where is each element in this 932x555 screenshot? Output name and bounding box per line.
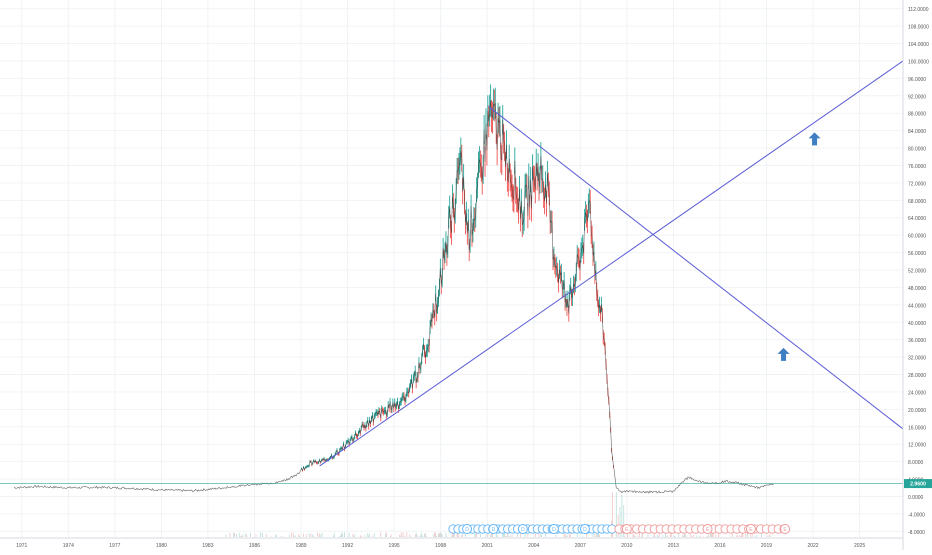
y-tick-label: 32.0000: [908, 356, 926, 362]
event-marker[interactable]: [548, 524, 559, 534]
y-tick-label: 72.0000: [908, 181, 926, 187]
y-tick-label: 0.0000: [908, 495, 924, 501]
event-marker-label: D: [465, 527, 469, 533]
x-tick-label: 2022: [807, 543, 818, 549]
up-arrow-icon[interactable]: [808, 132, 821, 146]
y-tick-label: 100.0000: [908, 59, 929, 65]
y-tick-label: 64.0000: [908, 216, 926, 222]
event-marker-label: E: [706, 527, 710, 533]
y-tick-label: 52.0000: [908, 269, 926, 275]
event-marker[interactable]: [780, 524, 791, 534]
y-tick-label: 108.0000: [908, 25, 929, 31]
price-layer: [0, 84, 903, 494]
event-marker-label: E: [783, 527, 787, 533]
event-marker[interactable]: [745, 524, 756, 534]
x-tick-label: 2013: [668, 543, 679, 549]
y-tick-label: 12.0000: [908, 443, 926, 449]
x-tick-label: 1998: [435, 543, 446, 549]
y-tick-label: 44.0000: [908, 303, 926, 309]
y-tick-label: 36.0000: [908, 338, 926, 344]
y-tick-label: 68.0000: [908, 199, 926, 205]
event-marker-label: D: [583, 527, 587, 533]
x-tick-label: 1992: [342, 543, 353, 549]
x-tick-label: 2010: [621, 543, 632, 549]
event-marker-label: D: [552, 527, 556, 533]
event-marker[interactable]: [462, 524, 473, 534]
current-price-badge: [904, 479, 932, 489]
trendline[interactable]: [488, 106, 904, 430]
x-tick-label: 2025: [854, 543, 865, 549]
x-tick-label: 1980: [156, 543, 167, 549]
y-tick-label: -4.0000: [908, 512, 925, 518]
x-tick-label: 1983: [202, 543, 213, 549]
y-tick-label: 104.0000: [908, 42, 929, 48]
grid-layer: [0, 0, 903, 538]
y-tick-label: 60.0000: [908, 234, 926, 240]
x-tick-label: 1989: [295, 543, 306, 549]
y-tick-label: 76.0000: [908, 164, 926, 170]
trend-layer[interactable]: [319, 60, 904, 467]
y-tick-label: 40.0000: [908, 321, 926, 327]
up-arrow-icon[interactable]: [777, 347, 790, 361]
event-marker-label: D: [521, 527, 525, 533]
y-tick-label: 56.0000: [908, 251, 926, 257]
x-tick-label: 2019: [761, 543, 772, 549]
event-marker[interactable]: [488, 524, 499, 534]
price-line: [13, 100, 774, 494]
x-tick-label: 2007: [575, 543, 586, 549]
trendline[interactable]: [319, 60, 904, 467]
x-tick-label: 2001: [482, 543, 493, 549]
event-marker-label: E: [625, 527, 629, 533]
event-marker-label: E: [749, 527, 753, 533]
y-tick-label: 28.0000: [908, 373, 926, 379]
event-marker[interactable]: [579, 524, 590, 534]
y-tick-label: 112.0000: [908, 7, 929, 13]
x-tick-label: 1977: [109, 543, 120, 549]
up-arrow-shape: [808, 132, 821, 146]
x-tick-label: 1974: [63, 543, 74, 549]
y-tick-label: 88.0000: [908, 112, 926, 118]
x-tick-label: 1995: [389, 543, 400, 549]
event-marker[interactable]: [517, 524, 528, 534]
x-tick-label: 2004: [528, 543, 539, 549]
x-tick-label: 1971: [16, 543, 27, 549]
event-marker[interactable]: [621, 524, 632, 534]
y-tick-label: 48.0000: [908, 286, 926, 292]
current-price-label: 2.9600: [910, 482, 926, 488]
y-tick-label: 8.0000: [908, 460, 924, 466]
arrow-layer[interactable]: [777, 132, 821, 361]
y-tick-label: -8.0000: [908, 530, 925, 536]
y-tick-label: 24.0000: [908, 390, 926, 396]
y-tick-label: 80.0000: [908, 147, 926, 153]
y-tick-label: 92.0000: [908, 94, 926, 100]
event-marker[interactable]: [702, 524, 713, 534]
x-tick-label: 2016: [714, 543, 725, 549]
up-arrow-shape: [777, 347, 790, 361]
x-tick-label: 1986: [249, 543, 260, 549]
y-tick-label: 84.0000: [908, 129, 926, 135]
event-marker-label: D: [492, 527, 496, 533]
y-tick-label: 96.0000: [908, 77, 926, 83]
y-tick-label: 16.0000: [908, 425, 926, 431]
y-tick-label: 20.0000: [908, 408, 926, 414]
